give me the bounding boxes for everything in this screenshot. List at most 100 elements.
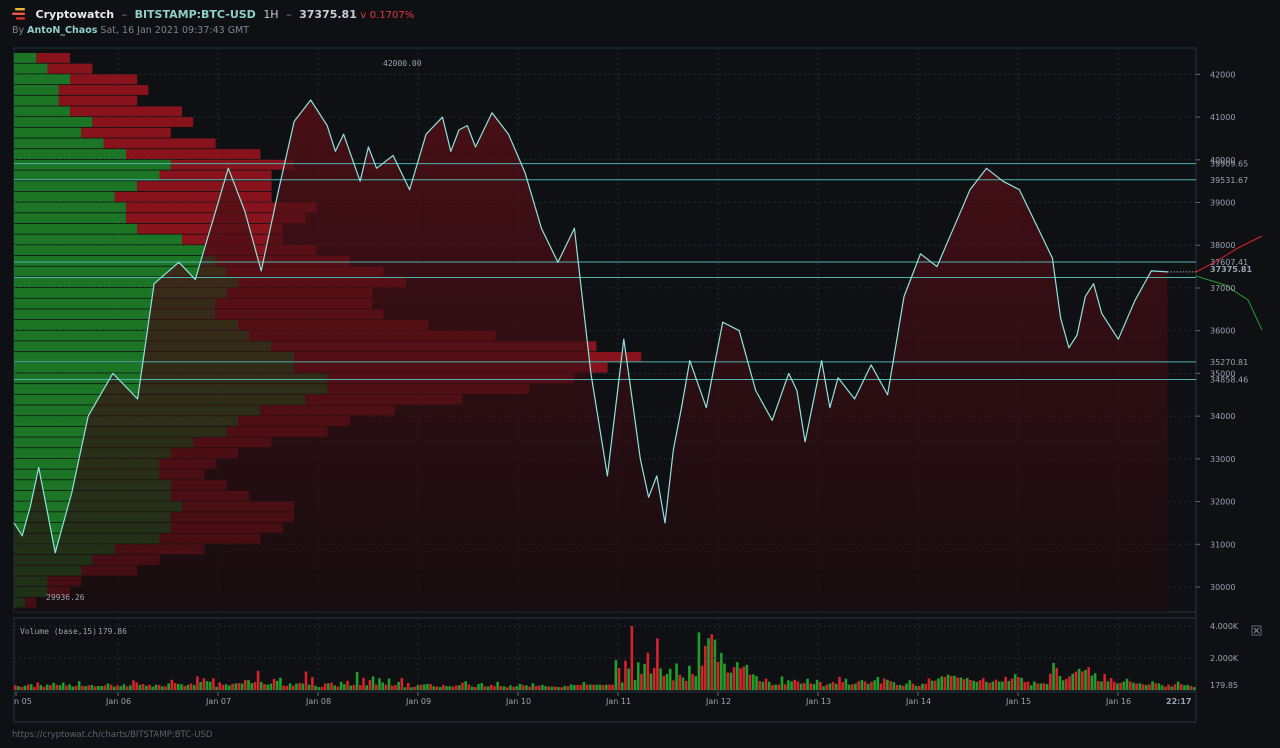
volume-bar	[850, 684, 854, 690]
profile-buy-bar	[14, 74, 70, 85]
volume-bar	[244, 680, 247, 690]
volume-bar	[496, 681, 499, 690]
volume-bar	[665, 674, 669, 690]
last-price: 37375.81	[299, 8, 357, 21]
x-tick-label: Jan 16	[1105, 697, 1131, 706]
volume-bar	[541, 684, 544, 690]
volume-bar	[1042, 683, 1046, 690]
interval-label[interactable]: 1H	[263, 8, 279, 21]
chart-url[interactable]: https://cryptowat.ch/charts/BITSTAMP:BTC…	[12, 730, 213, 740]
volume-bar	[263, 684, 266, 690]
volume-bar	[256, 670, 260, 690]
volume-bar	[716, 661, 720, 690]
volume-bar	[208, 681, 212, 690]
volume-bar	[323, 683, 327, 690]
volume-bar	[1160, 685, 1164, 690]
author-name[interactable]: AntoN_Chaos	[27, 25, 98, 36]
volume-bar	[1017, 677, 1020, 690]
volume-bar	[646, 652, 650, 690]
volume-bar	[943, 676, 947, 690]
volume-bar	[68, 684, 71, 690]
app-name[interactable]: Cryptowatch	[35, 8, 115, 21]
volume-bar	[196, 676, 199, 690]
volume-bar	[1023, 682, 1027, 690]
volume-bar	[557, 686, 560, 690]
volume-bar	[1096, 681, 1100, 690]
volume-bar	[748, 674, 752, 690]
byline-prefix: By	[12, 25, 25, 36]
volume-bar	[796, 681, 800, 690]
snapshot-timestamp: Sat, 16 Jan 2021 09:37:43 GMT	[100, 25, 250, 36]
volume-bar	[160, 686, 164, 690]
volume-bar	[739, 668, 742, 690]
volume-bar	[1119, 682, 1122, 690]
market-name[interactable]: BITSTAMP:BTC-USD	[134, 8, 256, 21]
chart-header: Cryptowatch – BITSTAMP:BTC-USD 1H – 3737…	[12, 6, 1262, 40]
volume-bar	[924, 683, 928, 690]
volume-bar	[461, 682, 464, 690]
volume-bar	[502, 686, 506, 690]
volume-bar	[336, 686, 340, 690]
volume-bar	[416, 685, 420, 690]
volume-bar	[579, 684, 583, 690]
close-pane-icon[interactable]	[1251, 625, 1262, 636]
volume-pane: 4.000K 2.000K	[14, 622, 1239, 690]
volume-bar	[486, 686, 490, 690]
horizontal-levels: 39909.65 39531.67 37607.41 35270.81 34858.46	[14, 160, 1263, 384]
volume-bar	[275, 680, 279, 690]
volume-bar	[1144, 685, 1148, 690]
volume-bar	[799, 683, 803, 690]
volume-bar	[627, 668, 630, 690]
profile-buy-bar	[14, 330, 250, 341]
volume-bar	[212, 678, 215, 690]
volume-bar	[282, 685, 285, 690]
volume-bar	[106, 683, 110, 690]
volume-bar	[480, 683, 483, 690]
level-label: 34858.46	[1210, 375, 1248, 384]
volume-bar	[598, 684, 602, 690]
volume-bar	[886, 679, 889, 690]
level-label: 37607.41	[1210, 258, 1248, 267]
volume-bar	[1055, 667, 1059, 690]
volume-bar	[352, 684, 356, 690]
volume-bar	[49, 685, 52, 690]
volume-bar	[1186, 685, 1190, 690]
volume-bar	[713, 639, 717, 690]
volume-bar	[1036, 683, 1039, 690]
volume-bar	[825, 684, 829, 690]
volume-bar	[755, 676, 758, 690]
volume-bar	[620, 682, 624, 690]
volume-bar	[346, 680, 349, 690]
profile-sell-bar	[137, 181, 272, 192]
volume-bar	[573, 685, 576, 690]
volume-bar	[291, 685, 295, 690]
volume-bar	[122, 684, 126, 690]
profile-buy-bar	[14, 117, 93, 127]
volume-last-value: 179.86	[98, 627, 127, 636]
volume-bar	[259, 682, 263, 690]
volume-bar	[125, 686, 129, 690]
volume-bar	[400, 678, 404, 690]
volume-bar	[489, 684, 493, 690]
volume-bar	[898, 684, 902, 690]
volume-bar	[58, 685, 62, 690]
profile-sell-bar	[58, 85, 149, 95]
volume-bar	[394, 685, 397, 690]
volume-bar	[1154, 683, 1158, 690]
volume-bar	[29, 684, 33, 690]
volume-bar	[100, 686, 103, 690]
chart-annotations: 42000.00 29936.26 Volume (base,15) 179.8…	[20, 59, 1262, 706]
x-tick-label: Jan 08	[305, 697, 331, 706]
profile-sell-bar	[103, 138, 216, 149]
volume-bar	[1071, 673, 1074, 690]
volume-bar	[272, 678, 276, 690]
volume-bar	[707, 638, 710, 690]
volume-bar	[173, 682, 177, 690]
y-tick-label: 32000	[1210, 498, 1235, 507]
volume-bar	[269, 683, 273, 690]
volume-bar	[215, 686, 218, 690]
volume-bar	[812, 684, 816, 690]
price-change-percent: 0.1707%	[369, 10, 415, 21]
volume-bar	[902, 685, 905, 690]
